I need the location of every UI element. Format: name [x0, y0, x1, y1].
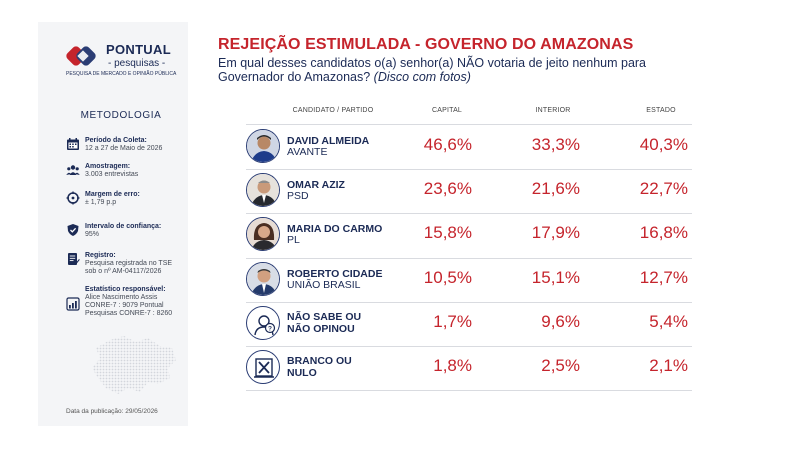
candidate-name: ROBERTO CIDADE	[287, 268, 383, 280]
amazonas-map-icon	[92, 336, 176, 394]
meta-margin-value: ± 1,79 p.p	[85, 199, 117, 206]
brand-tagline: PESQUISA DE MERCADO E OPINIÃO PÚBLICA	[66, 71, 177, 77]
table-divider	[246, 258, 692, 259]
target-icon	[66, 191, 80, 205]
meta-statistician-value: Alice Nascimento Assis CONRE-7 : 9079 Po…	[85, 294, 173, 317]
value-interior: 33,3%	[531, 135, 580, 154]
table-divider	[246, 124, 692, 125]
value-capital: 46,6%	[423, 135, 472, 154]
table-row: ? NÃO SABE OU NÃO OPINOU 1,7% 9,6% 5,4%	[246, 302, 692, 346]
column-header-estado: ESTADO	[646, 107, 676, 114]
chart-card	[188, 22, 764, 426]
svg-text:?: ?	[268, 326, 272, 333]
value-capital: 1,8%	[433, 356, 472, 375]
value-capital: 10,5%	[423, 268, 472, 287]
value-interior: 17,9%	[531, 223, 580, 242]
meta-margin-label: Margem de erro:	[85, 191, 140, 198]
table-row: OMAR AZIZ PSD 23,6% 21,6% 22,7%	[246, 169, 692, 213]
candidate-name: OMAR AZIZ	[287, 179, 345, 191]
shield-icon	[67, 224, 79, 236]
value-capital: 15,8%	[423, 223, 472, 242]
candidate-photo	[246, 129, 280, 163]
value-estado: 22,7%	[639, 179, 688, 198]
value-interior: 15,1%	[531, 268, 580, 287]
meta-period-label: Período da Coleta:	[85, 137, 147, 144]
methodology-title: METODOLOGIA	[80, 110, 162, 121]
table-divider	[246, 346, 692, 347]
column-header-candidate: CANDIDATO / PARTIDO	[292, 107, 374, 114]
table-row: BRANCO OU NULO 1,8% 2,5% 2,1%	[246, 346, 692, 390]
value-interior: 2,5%	[541, 356, 580, 375]
meta-sample-value: 3.003 entrevistas	[85, 171, 139, 178]
brand-name: PONTUAL	[106, 42, 171, 57]
question-text: Em qual desses candidatos o(a) senhor(a)…	[218, 56, 647, 84]
value-interior: 9,6%	[541, 312, 580, 331]
table-divider	[246, 213, 692, 214]
column-header-interior: INTERIOR	[535, 107, 571, 114]
value-interior: 21,6%	[531, 179, 580, 198]
meta-registry-label: Registro:	[85, 252, 116, 259]
meta-period-value: 12 a 27 de Maio de 2026	[85, 145, 163, 152]
table-divider	[246, 302, 692, 303]
ballot-x-icon	[246, 350, 280, 384]
meta-confidence-label: Intervalo de confiança:	[85, 223, 162, 230]
value-estado: 12,7%	[639, 268, 688, 287]
stats-icon	[66, 297, 80, 311]
candidate-party: PSD	[287, 190, 309, 202]
candidate-name-line2: NULO	[287, 367, 317, 379]
column-header-capital: CAPITAL	[431, 107, 463, 114]
value-estado: 16,8%	[639, 223, 688, 242]
value-estado: 5,4%	[649, 312, 688, 331]
value-estado: 40,3%	[639, 135, 688, 154]
candidate-party: AVANTE	[287, 146, 328, 158]
table-divider	[246, 390, 692, 391]
table-row: DAVID ALMEIDA AVANTE 46,6% 33,3% 40,3%	[246, 125, 692, 169]
value-estado: 2,1%	[649, 356, 688, 375]
chart-title: REJEIÇÃO ESTIMULADA - GOVERNO DO AMAZONA…	[218, 36, 634, 53]
survey-question: Em qual desses candidatos o(a) senhor(a)…	[218, 56, 678, 84]
candidate-name-line2: NÃO OPINOU	[287, 323, 355, 335]
meta-sample-label: Amostragem:	[85, 163, 131, 170]
meta-registry-value: Pesquisa registrada no TSE sob o nº AM-0…	[85, 260, 173, 275]
meta-confidence-value: 95%	[85, 231, 100, 238]
meta-statistician-label: Estatístico responsável:	[85, 286, 166, 293]
value-capital: 1,7%	[433, 312, 472, 331]
calendar-icon	[67, 138, 79, 150]
candidate-name: MARIA DO CARMO	[287, 223, 383, 235]
question-person-icon: ?	[246, 306, 280, 340]
people-icon	[66, 165, 80, 175]
pontual-logo-icon	[66, 46, 96, 66]
candidate-photo	[246, 262, 280, 296]
question-note: (Disco com fotos)	[373, 70, 471, 84]
table-row: ROBERTO CIDADE UNIÃO BRASIL 10,5% 15,1% …	[246, 258, 692, 302]
brand-logo: PONTUAL - pesquisas -	[66, 40, 186, 80]
document-icon	[68, 253, 80, 265]
candidate-name: DAVID ALMEIDA	[287, 135, 370, 147]
candidate-photo	[246, 173, 280, 207]
candidate-name: BRANCO OU	[287, 355, 352, 367]
candidate-party: PL	[287, 234, 300, 246]
candidate-name: NÃO SABE OU	[287, 311, 362, 323]
candidate-photo	[246, 217, 280, 251]
brand-sub: - pesquisas -	[108, 58, 166, 69]
table-row: MARIA DO CARMO PL 15,8% 17,9% 16,8%	[246, 213, 692, 257]
candidate-party: UNIÃO BRASIL	[287, 279, 361, 291]
value-capital: 23,6%	[423, 179, 472, 198]
table-divider	[246, 169, 692, 170]
publication-date: Data da publicação: 29/05/2026	[66, 408, 158, 415]
